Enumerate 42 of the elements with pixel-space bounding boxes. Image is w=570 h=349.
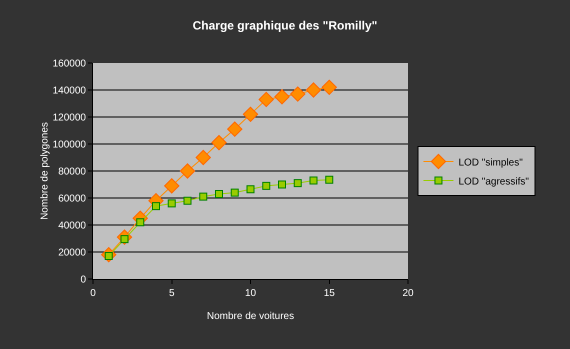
x-tick-label: 15: [324, 288, 336, 299]
point: [274, 89, 290, 104]
y-tick-label: 20000: [58, 248, 86, 258]
point: [215, 190, 223, 198]
y-tick-label: 160000: [52, 58, 86, 70]
x-tick-label: 20: [402, 288, 414, 299]
y-tick-label: 40000: [58, 220, 86, 232]
y-tick-label: 80000: [58, 166, 86, 178]
point: [180, 163, 196, 179]
x-tick-label: 0: [90, 288, 96, 299]
point: [294, 179, 302, 188]
point: [211, 135, 227, 150]
point: [168, 199, 176, 208]
y-tick-label: 140000: [52, 86, 86, 96]
y-axis-title: Nombre de polygones: [40, 122, 51, 220]
y-tick-label: 0: [80, 274, 86, 286]
x-tick-label: 10: [244, 288, 256, 299]
y-tick-label: 60000: [58, 194, 86, 204]
point: [258, 92, 274, 108]
point: [199, 192, 208, 201]
point: [242, 106, 258, 122]
legend-label: LOD "simples": [458, 157, 524, 168]
point: [325, 176, 334, 184]
point: [290, 86, 306, 102]
point: [164, 178, 180, 194]
point: [262, 182, 270, 190]
point: [278, 180, 286, 188]
point: [227, 122, 242, 137]
point: [310, 176, 318, 184]
point: [246, 185, 254, 194]
chart-title: Charge graphique des "Romilly": [192, 18, 378, 32]
point: [306, 82, 322, 98]
point: [152, 202, 160, 210]
x-tick-label: 5: [168, 288, 175, 299]
point: [196, 150, 211, 166]
y-tick-label: 100000: [52, 140, 86, 150]
y-tick-label: 120000: [52, 112, 86, 124]
point: [322, 80, 337, 95]
legend-label: LOD "agressifs": [458, 176, 530, 188]
point: [184, 196, 192, 205]
x-axis-title: Nombre de voitures: [206, 311, 294, 322]
point: [230, 188, 239, 197]
